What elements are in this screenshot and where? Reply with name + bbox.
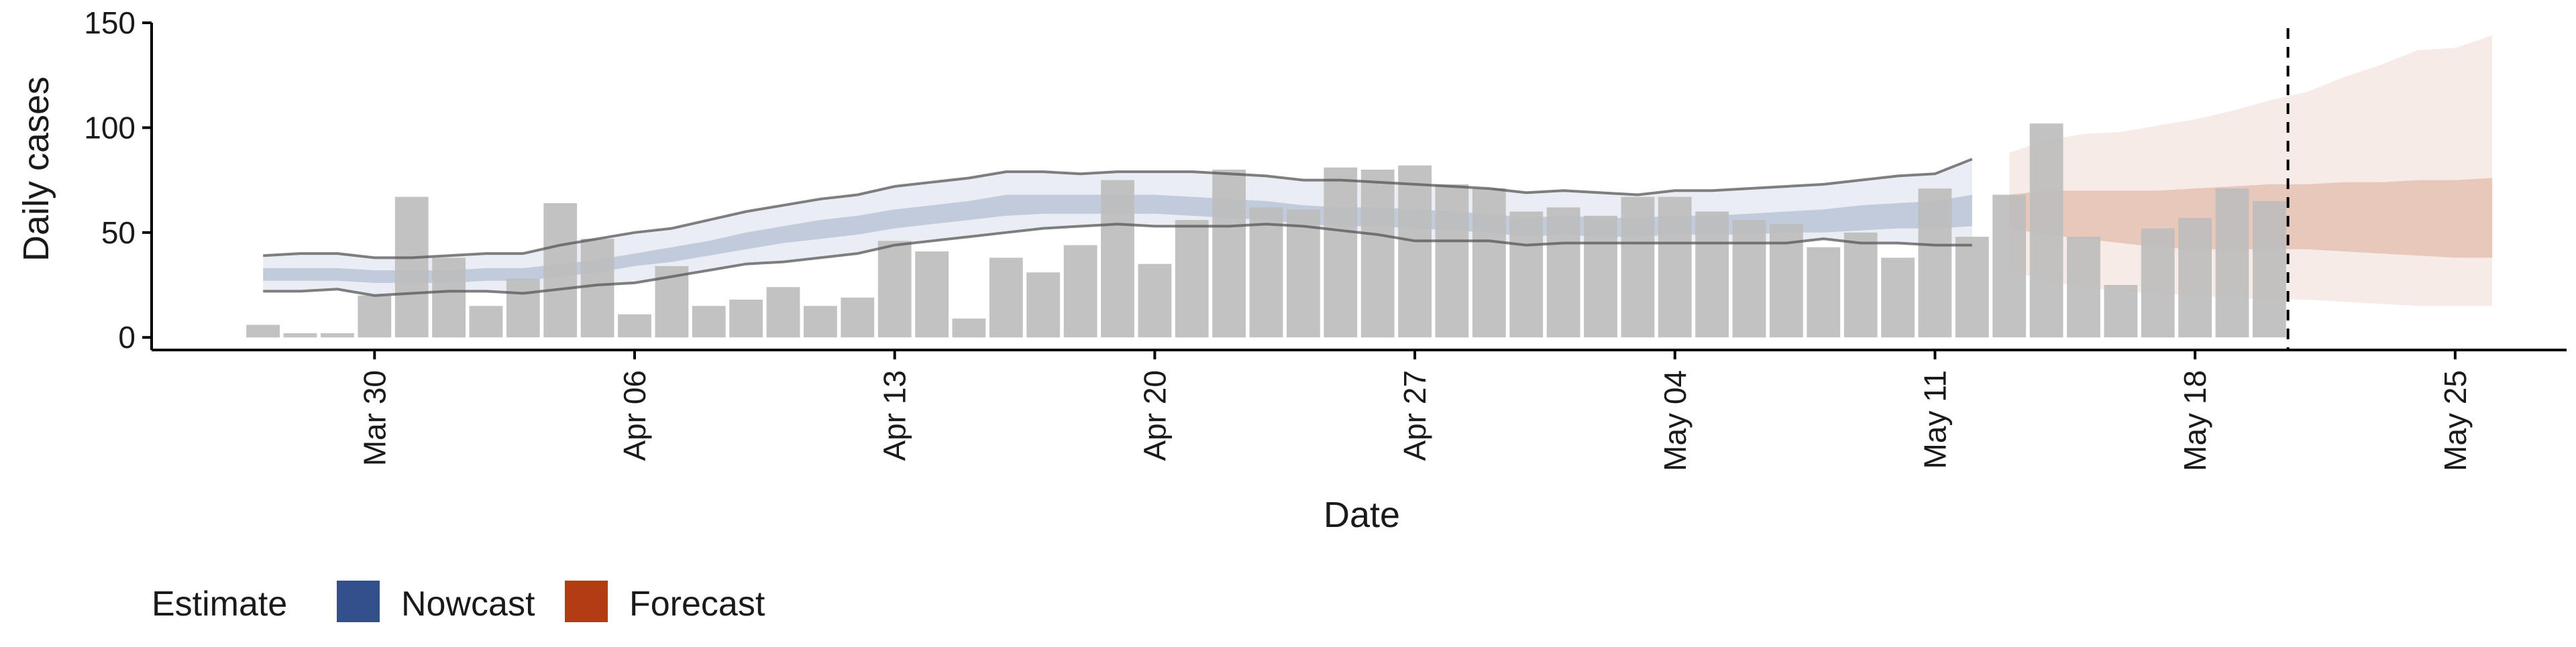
bar-2020-04-30 [1509, 211, 1544, 338]
bar-2020-05-19 [2215, 188, 2249, 338]
legend-swatch-nowcast [337, 581, 380, 622]
bar-2020-04-13 [877, 241, 912, 338]
y-tick-label-100: 100 [84, 110, 136, 145]
y-tick-label-50: 50 [101, 215, 136, 250]
bar-2020-04-04 [543, 203, 578, 338]
interval-line-layer [263, 158, 1973, 297]
nowcast-lower-line [263, 223, 1972, 297]
legend-title: Estimate [152, 585, 287, 624]
bar-2020-04-06 [618, 314, 651, 338]
bar-2020-04-18 [1063, 245, 1097, 338]
y-tick-label-0: 0 [118, 320, 136, 355]
nowcast-band-90 [263, 159, 1972, 296]
bar-2020-04-17 [1026, 272, 1061, 338]
forecast-band-50 [2009, 178, 2493, 258]
bar-2020-04-10 [766, 287, 800, 338]
x-tick-label-2020-05-25: May 25 [2438, 370, 2473, 471]
bar-2020-03-28 [283, 333, 317, 338]
bar-2020-05-05 [1695, 211, 1729, 338]
x-tick-label-2020-05-11: May 11 [1918, 370, 1953, 469]
bar-2020-05-13 [1992, 194, 2027, 338]
x-tick-label-2020-04-06: Apr 06 [617, 370, 652, 461]
bar-2020-04-15 [952, 318, 986, 338]
bar-2020-04-26 [1360, 170, 1395, 338]
bar-2020-05-12 [1955, 237, 1989, 338]
bar-2020-04-03 [506, 278, 540, 338]
bar-2020-05-06 [1732, 220, 1766, 338]
x-tick-label-2020-04-13: Apr 13 [877, 370, 912, 461]
bar-2020-05-18 [2178, 217, 2212, 338]
bar-layer [246, 123, 2286, 338]
axes: 0 50 100 150 Mar 30 Apr 06 Apr 13 Apr 20 Apr 27… [16, 5, 2567, 535]
bar-2020-04-29 [1472, 188, 1506, 338]
bar-2020-04-23 [1249, 207, 1283, 338]
bar-2020-04-27 [1398, 165, 1432, 338]
bar-2020-05-15 [2067, 237, 2100, 338]
x-tick-label-2020-05-04: May 04 [1658, 370, 1693, 471]
bar-2020-04-01 [432, 257, 466, 338]
x-tick-label-2020-04-27: Apr 27 [1397, 370, 1432, 461]
bar-2020-04-21 [1175, 220, 1209, 338]
legend-label-forecast: Forecast [629, 585, 765, 624]
bar-2020-04-20 [1138, 263, 1172, 338]
x-tick-label-2020-05-18: May 18 [2178, 370, 2212, 471]
bar-2020-05-20 [2253, 200, 2286, 338]
ribbon-layer [263, 35, 2493, 306]
bar-2020-05-09 [1843, 232, 1878, 338]
bar-2020-03-30 [358, 295, 392, 338]
bar-2020-05-04 [1658, 196, 1692, 338]
nowcast-band-50 [263, 194, 1972, 283]
bar-2020-04-22 [1212, 170, 1246, 338]
x-axis-title: Date [1324, 495, 1400, 535]
bar-2020-05-14 [2029, 123, 2063, 338]
x-ticks: Mar 30 Apr 06 Apr 13 Apr 20 Apr 27 May 04 May … [357, 350, 2473, 471]
bar-2020-05-11 [1918, 188, 1952, 338]
legend-swatch-forecast [565, 581, 608, 622]
bar-2020-04-28 [1435, 184, 1469, 338]
bar-2020-03-31 [394, 196, 429, 338]
bar-2020-03-29 [321, 333, 354, 338]
bar-2020-04-12 [841, 297, 875, 338]
bar-2020-05-02 [1584, 215, 1617, 338]
bar-2020-04-19 [1101, 180, 1134, 338]
y-axis-title: Daily cases [16, 76, 56, 261]
bar-2020-04-11 [804, 306, 837, 338]
y-tick-label-150: 150 [84, 5, 136, 40]
y-ticks: 0 50 100 150 [84, 5, 152, 355]
bar-2020-03-27 [246, 325, 280, 338]
forecast-band-90 [2009, 35, 2493, 306]
bar-2020-05-03 [1621, 196, 1655, 338]
bar-2020-04-09 [729, 299, 763, 338]
bar-2020-05-01 [1546, 207, 1580, 338]
bar-2020-05-08 [1807, 247, 1841, 338]
x-tick-label-2020-03-30: Mar 30 [357, 370, 392, 466]
bar-2020-04-14 [915, 251, 949, 338]
legend-label-nowcast: Nowcast [401, 585, 535, 624]
bar-2020-05-10 [1881, 257, 1915, 338]
bar-2020-04-16 [989, 257, 1023, 338]
bar-2020-05-16 [2104, 285, 2138, 338]
legend: Estimate Nowcast Forecast [152, 581, 765, 624]
bar-2020-05-17 [2141, 228, 2175, 338]
bar-2020-04-25 [1324, 167, 1358, 338]
nowcast-upper-line [263, 158, 1973, 259]
bar-2020-04-24 [1287, 209, 1320, 338]
bar-2020-04-08 [692, 306, 726, 338]
x-tick-label-2020-04-20: Apr 20 [1137, 370, 1172, 461]
bar-2020-04-05 [580, 239, 614, 338]
bar-2020-04-02 [469, 306, 503, 338]
